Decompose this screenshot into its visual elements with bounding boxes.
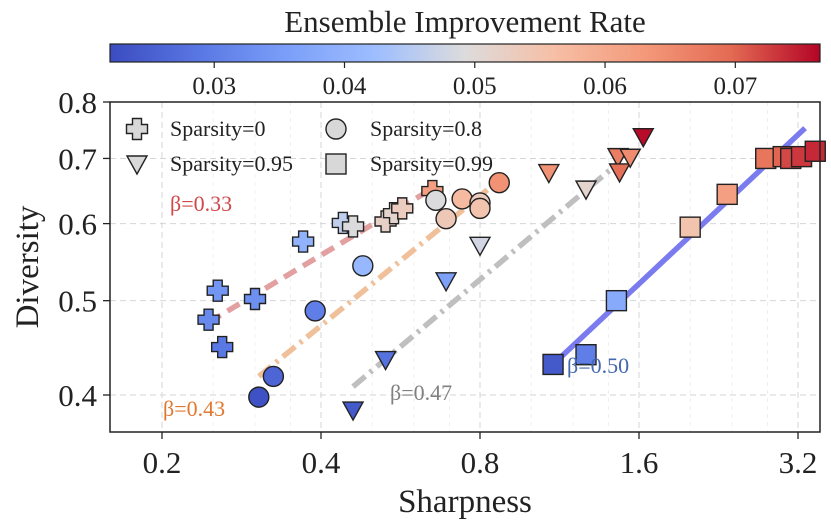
point-triangle-down bbox=[574, 180, 598, 201]
point-plus bbox=[291, 230, 315, 253]
y-axis-label: Diversity bbox=[10, 205, 46, 328]
point-plus bbox=[391, 197, 414, 220]
point-plus bbox=[243, 287, 267, 311]
point-triangle-down bbox=[374, 350, 397, 371]
point-plus bbox=[341, 215, 365, 238]
point-circle bbox=[352, 255, 374, 277]
point-square bbox=[542, 353, 564, 376]
point-square bbox=[804, 140, 826, 162]
x-tick-label: 1.6 bbox=[620, 445, 659, 480]
legend-label-sparsity-0.99: Sparsity=0.99 bbox=[370, 151, 493, 176]
point-square bbox=[679, 216, 701, 238]
legend-label-sparsity-0.8: Sparsity=0.8 bbox=[370, 116, 482, 141]
beta-annotation-sparsity-0.95: β=0.47 bbox=[390, 380, 452, 405]
point-triangle-down bbox=[434, 272, 458, 293]
point-circle bbox=[262, 365, 285, 388]
point-circle bbox=[435, 208, 457, 230]
legend-marker-plus bbox=[125, 117, 149, 141]
legend-entry-sparsity-0.8: Sparsity=0.8 bbox=[325, 116, 482, 141]
colorbar-tick-label: 0.07 bbox=[713, 73, 757, 100]
point-triangle-down bbox=[608, 163, 631, 184]
colorbar-tick-label: 0.06 bbox=[583, 73, 627, 100]
x-tick-label: 0.8 bbox=[461, 445, 500, 480]
y-tick-label: 0.8 bbox=[58, 85, 97, 120]
fit-line-triangle-down bbox=[351, 162, 619, 389]
legend-entry-sparsity-0.99: Sparsity=0.99 bbox=[325, 151, 493, 176]
point-circle bbox=[488, 171, 510, 194]
point-triangle-down bbox=[537, 163, 561, 185]
legend-entry-sparsity-0: Sparsity=0 bbox=[125, 116, 266, 141]
x-tick-label: 0.2 bbox=[143, 445, 182, 480]
fit-line-circle bbox=[257, 177, 501, 379]
colorbar-tick-label: 0.03 bbox=[192, 73, 236, 100]
point-circle bbox=[451, 188, 473, 210]
y-tick-label: 0.4 bbox=[58, 378, 97, 413]
colorbar-title: Ensemble Improvement Rate bbox=[284, 4, 646, 39]
point-square bbox=[716, 183, 738, 206]
beta-annotation-sparsity-0.99: β=0.50 bbox=[567, 353, 629, 378]
point-circle bbox=[469, 197, 491, 220]
point-triangle-down bbox=[619, 148, 642, 169]
point-triangle-down bbox=[632, 127, 655, 149]
colorbar bbox=[109, 43, 821, 63]
point-triangle-down bbox=[468, 236, 492, 257]
point-square bbox=[605, 289, 628, 312]
x-axis-label: Sharpness bbox=[398, 484, 532, 520]
x-tick-label: 0.4 bbox=[302, 445, 341, 480]
legend-marker-triangle bbox=[125, 155, 149, 176]
legend-label-sparsity-0: Sparsity=0 bbox=[170, 116, 266, 141]
point-plus bbox=[197, 308, 220, 331]
colorbar-tick-label: 0.05 bbox=[453, 73, 497, 100]
beta-annotation-sparsity-0: β=0.33 bbox=[170, 191, 232, 216]
y-tick-label: 0.5 bbox=[58, 284, 97, 319]
legend-marker-circle bbox=[325, 118, 347, 140]
legend: Sparsity=0 Sparsity=0.8 Sparsity=0.95 Sp… bbox=[125, 116, 493, 176]
y-tick-label: 0.6 bbox=[58, 207, 97, 242]
point-circle bbox=[304, 300, 326, 322]
colorbar-tick-label: 0.04 bbox=[323, 73, 367, 100]
point-triangle-down bbox=[341, 401, 365, 422]
point-plus bbox=[206, 279, 229, 302]
y-tick-label: 0.7 bbox=[58, 141, 97, 176]
x-tick-label: 3.2 bbox=[779, 445, 818, 480]
point-plus bbox=[210, 335, 234, 359]
legend-entry-sparsity-0.95: Sparsity=0.95 bbox=[125, 151, 293, 176]
plot-frame bbox=[109, 101, 821, 433]
point-circle bbox=[248, 386, 270, 408]
point-circle bbox=[425, 189, 447, 212]
legend-label-sparsity-0.95: Sparsity=0.95 bbox=[170, 151, 293, 176]
beta-annotation-sparsity-0.8: β=0.43 bbox=[163, 396, 225, 421]
legend-marker-square bbox=[325, 153, 347, 175]
point-square bbox=[575, 344, 597, 366]
